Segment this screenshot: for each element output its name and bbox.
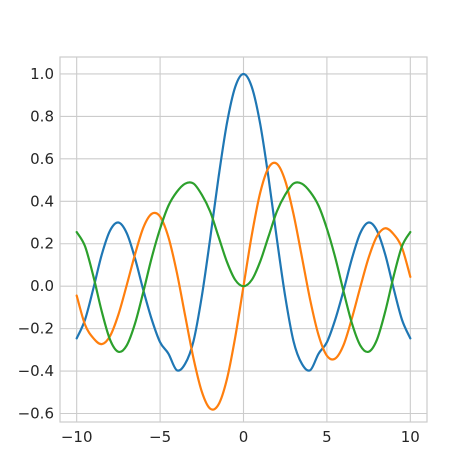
series-layer — [75, 72, 412, 411]
y-tick-label: 0.6 — [30, 150, 54, 168]
y-tick-label: −0.2 — [18, 320, 54, 338]
plot-frame — [59, 56, 428, 423]
series-line-3 — [75, 181, 412, 354]
y-tick-label: 1.0 — [30, 65, 54, 83]
x-tick-label: 5 — [322, 428, 332, 446]
series-line-1 — [75, 72, 412, 372]
x-tick-label: −5 — [149, 428, 171, 446]
y-tick-label: 0.4 — [30, 192, 54, 210]
y-tick-label: −0.6 — [18, 405, 54, 423]
y-tick-label: 0.8 — [30, 107, 54, 125]
x-tick-label: 10 — [401, 428, 420, 446]
x-axis-tick-labels: −10 −5 0 5 10 — [61, 428, 420, 446]
y-tick-label: 0.0 — [30, 277, 54, 295]
y-tick-label: 0.2 — [30, 235, 54, 253]
y-axis-tick-labels: −0.6 −0.4 −0.2 0.0 0.2 0.4 0.6 0.8 1.0 — [18, 65, 54, 423]
x-tick-label: 0 — [239, 428, 249, 446]
y-tick-label: −0.4 — [18, 362, 54, 380]
x-tick-label: −10 — [61, 428, 93, 446]
